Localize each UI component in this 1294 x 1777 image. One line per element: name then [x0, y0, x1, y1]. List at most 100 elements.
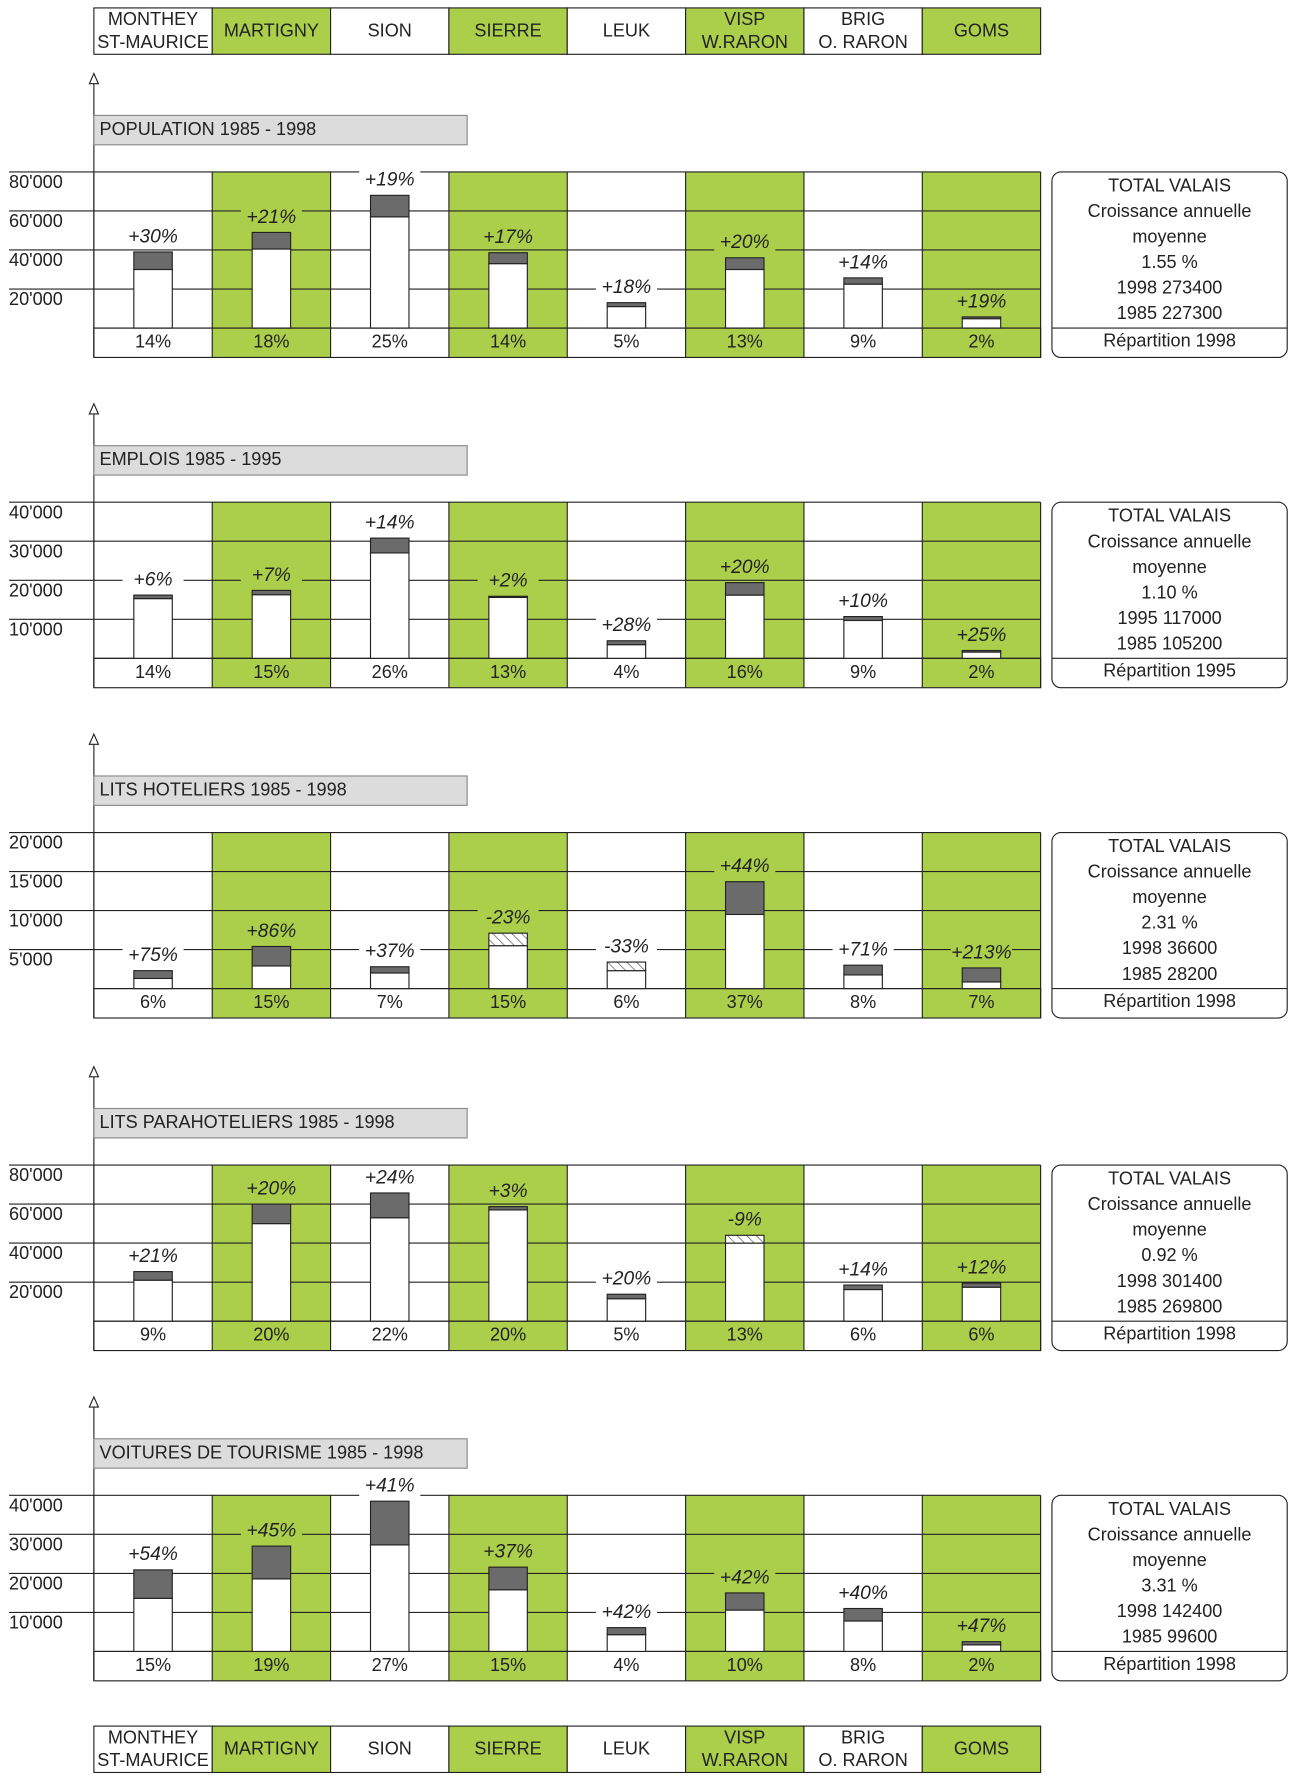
region-label: GOMS [954, 20, 1009, 40]
region-label: O. RARON [818, 32, 907, 52]
share-label: 6% [968, 1325, 994, 1345]
y-tick-label: 40'000 [9, 1495, 63, 1515]
total-line: 1985 28200 [1122, 964, 1218, 984]
total-box [1051, 1164, 1288, 1352]
bar-base [251, 965, 292, 990]
growth-label: +42% [602, 1602, 652, 1623]
bar-base [251, 1578, 292, 1653]
total-line: Croissance annuelle [1088, 531, 1252, 551]
region-cell [93, 7, 213, 55]
share-row [93, 657, 1042, 689]
column-bg [567, 171, 686, 358]
growth-label-bg [359, 941, 421, 963]
bar-base [133, 268, 173, 329]
growth-label: +3% [489, 1181, 528, 1202]
bar-base [843, 283, 883, 329]
region-label: VISP [724, 9, 765, 29]
share-row [93, 1320, 1042, 1352]
total-line: 1998 36600 [1122, 938, 1218, 958]
bar-growth [961, 967, 1002, 983]
growth-label: +47% [957, 1616, 1007, 1637]
growth-label-bg [240, 565, 302, 586]
column-bg [922, 832, 1041, 1019]
growth-label: +28% [602, 615, 652, 636]
share-label: 8% [850, 1655, 876, 1675]
share-label: 26% [372, 662, 408, 682]
bar-growth [251, 589, 292, 596]
region-cell [566, 7, 687, 55]
total-line: TOTAL VALAIS [1108, 175, 1231, 195]
growth-label-bg [832, 1583, 894, 1604]
growth-label: +40% [838, 1583, 888, 1604]
growth-label-bg [595, 937, 657, 958]
growth-label: +41% [365, 1476, 415, 1497]
growth-label-bg [359, 1168, 421, 1189]
total-line: TOTAL VALAIS [1108, 1169, 1231, 1189]
growth-label-bg [832, 1260, 894, 1281]
region-label: MARTIGNY [224, 20, 319, 40]
total-distribution: Répartition 1998 [1103, 991, 1236, 1011]
growth-label: +54% [128, 1544, 178, 1565]
growth-label-bg [122, 570, 184, 591]
growth-label-bg [714, 856, 776, 878]
bar-base [369, 552, 410, 659]
bar-growth [724, 257, 765, 271]
growth-label-bg [595, 1602, 657, 1624]
growth-label-bg [595, 615, 657, 637]
total-line: moyenne [1132, 1550, 1206, 1570]
y-tick-label: 30'000 [9, 1534, 63, 1554]
bar-growth [369, 1500, 410, 1546]
bar-growth [488, 1206, 528, 1211]
total-line: 1985 99600 [1122, 1627, 1218, 1647]
growth-label-bg [359, 170, 421, 191]
total-line: 2.31 % [1141, 913, 1197, 933]
share-label: 8% [850, 992, 876, 1012]
chart-title: LITS PARAHOTELIERS 1985 - 1998 [100, 1112, 395, 1132]
region-label: BRIG [841, 1727, 885, 1747]
growth-label-bg [359, 513, 421, 534]
y-tick-label: 80'000 [9, 1165, 63, 1185]
growth-label-bg [950, 1616, 1012, 1638]
column-bg [567, 1165, 686, 1351]
region-label: MARTIGNY [224, 1739, 319, 1759]
share-label: 18% [253, 332, 289, 352]
bar-base [843, 619, 883, 659]
bar-growth [843, 1284, 883, 1291]
total-line: 3.31 % [1141, 1576, 1197, 1596]
total-box [1051, 1494, 1288, 1682]
column-bg [93, 832, 213, 1019]
share-label: 13% [490, 662, 526, 682]
bar-growth [488, 252, 528, 265]
growth-label: +20% [247, 1178, 297, 1199]
bar-growth [369, 966, 410, 974]
bar-base [724, 594, 765, 659]
region-cell [566, 1725, 687, 1774]
total-line: moyenne [1132, 1220, 1206, 1240]
share-label: 22% [372, 1325, 408, 1345]
growth-label: +45% [247, 1520, 297, 1541]
axis-arrow [88, 1065, 100, 1078]
growth-label-bg [832, 940, 894, 961]
bar-growth [369, 1192, 410, 1219]
share-label: 16% [727, 662, 763, 682]
bar-base [724, 268, 765, 329]
growth-label-bg [477, 908, 539, 929]
growth-label-bg [595, 1269, 657, 1290]
total-distribution: Répartition 1998 [1103, 330, 1236, 350]
bar-base [843, 974, 883, 990]
growth-label-bg [950, 625, 1012, 646]
bar-growth [133, 594, 173, 600]
share-row [93, 988, 1042, 1019]
total-line: Croissance annuelle [1088, 862, 1252, 882]
growth-label: +21% [128, 1246, 178, 1267]
column-bg [922, 171, 1041, 358]
region-label: ST-MAURICE [97, 32, 208, 52]
growth-label: +7% [252, 565, 291, 586]
bar-base [488, 596, 528, 659]
growth-label: +14% [838, 252, 888, 273]
bar-growth [961, 649, 1002, 653]
region-cell [448, 1725, 568, 1774]
region-label: BRIG [841, 9, 885, 29]
total-line: moyenne [1132, 557, 1206, 577]
